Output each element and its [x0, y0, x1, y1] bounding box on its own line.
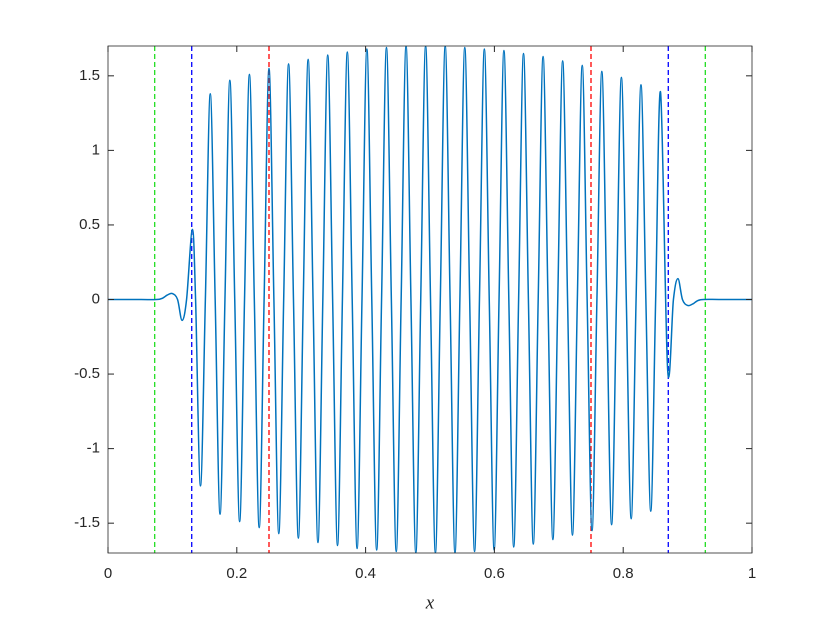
y-tick-label: 0: [92, 290, 100, 307]
y-tick-label: -1.5: [74, 514, 100, 531]
y-tick-label: 1: [92, 141, 100, 158]
data-line: [108, 46, 752, 553]
x-tick-label: 0.2: [226, 565, 247, 582]
y-tick-label: 0.5: [79, 216, 100, 233]
x-tick-label: 0.8: [613, 565, 634, 582]
y-tick-label: -0.5: [74, 365, 100, 382]
x-axis-label: x: [425, 592, 435, 613]
x-tick-label: 1: [748, 565, 756, 582]
y-tick-label: 1.5: [79, 67, 100, 84]
x-tick-label: 0.4: [355, 565, 376, 582]
y-tick-label: -1: [87, 440, 100, 457]
x-tick-label: 0: [104, 565, 112, 582]
x-tick-label: 0.6: [484, 565, 505, 582]
